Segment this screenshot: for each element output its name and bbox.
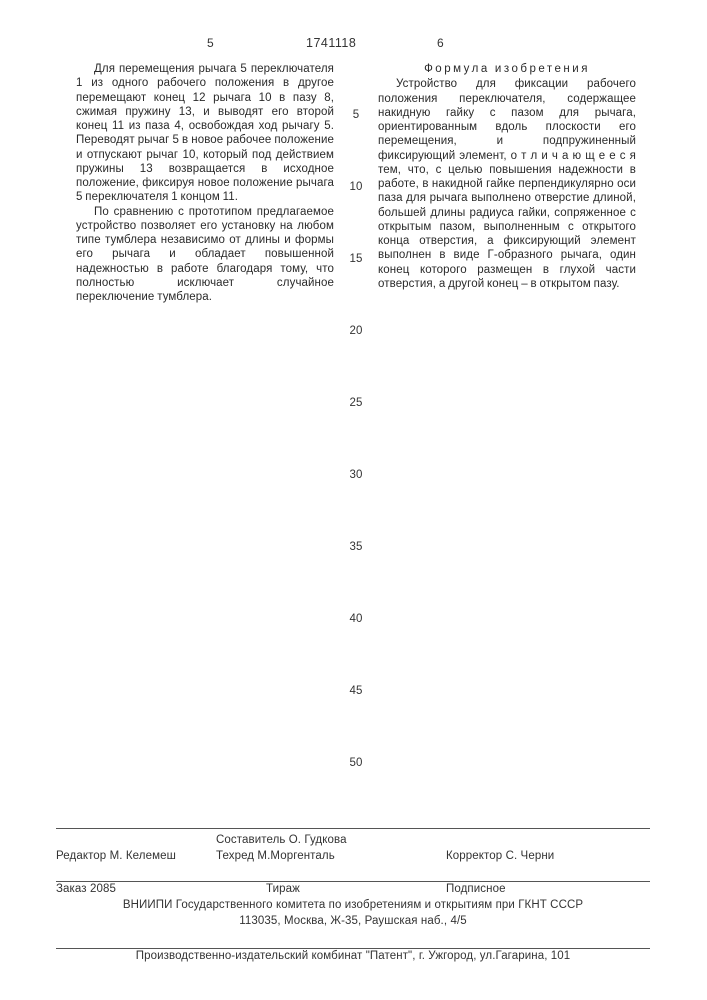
line-number: 25 bbox=[343, 398, 369, 410]
line-number: 10 bbox=[343, 182, 369, 194]
organization-address: 113035, Москва, Ж-35, Раушская наб., 4/5 bbox=[56, 914, 650, 929]
divider-3 bbox=[56, 948, 650, 949]
right-column: Формула изобретения Устройство для фикса… bbox=[378, 62, 636, 291]
line-number-gutter: 5 10 15 20 25 30 35 40 45 50 bbox=[343, 110, 369, 830]
line-number: 45 bbox=[343, 686, 369, 698]
credits-block-2: Заказ 2085 Тираж Подписное ВНИИПИ Госуда… bbox=[56, 882, 650, 929]
patent-number: 1741118 bbox=[306, 36, 356, 50]
corrector-label: Корректор С. Черни bbox=[446, 849, 646, 865]
editor-label: Редактор М. Келемеш bbox=[56, 849, 216, 865]
left-paragraph-1: Для перемещения рычага 5 переключателя 1… bbox=[76, 62, 334, 205]
subscription-label: Подписное bbox=[446, 882, 646, 897]
column-number-left: 5 bbox=[207, 36, 214, 50]
order-number: Заказ 2085 bbox=[56, 882, 266, 897]
line-number: 30 bbox=[343, 470, 369, 482]
printer-line: Производственно-издательский комбинат "П… bbox=[56, 950, 650, 962]
left-column: Для перемещения рычага 5 переключателя 1… bbox=[76, 62, 334, 304]
line-number: 40 bbox=[343, 614, 369, 626]
line-number: 5 bbox=[343, 110, 369, 122]
composer-label: Составитель О. Гудкова bbox=[216, 833, 446, 849]
credits-block-1: Составитель О. Гудкова Редактор М. Келем… bbox=[56, 833, 650, 864]
editor-label bbox=[56, 833, 216, 849]
print-run-label: Тираж bbox=[266, 882, 446, 897]
techred-label: Техред М.Моргенталь bbox=[216, 849, 446, 865]
line-number: 35 bbox=[343, 542, 369, 554]
organization-line-1: ВНИИПИ Государственного комитета по изоб… bbox=[56, 898, 650, 913]
blank bbox=[446, 833, 646, 849]
left-paragraph-2: По сравнению с прототипом предлагаемое у… bbox=[76, 205, 334, 305]
column-number-right: 6 bbox=[437, 36, 444, 50]
right-paragraph-1: Устройство для фиксации рабочего положен… bbox=[378, 77, 636, 291]
page-root: 5 1741118 6 Для перемещения рычага 5 пер… bbox=[0, 0, 707, 1000]
line-number: 20 bbox=[343, 326, 369, 338]
line-number: 15 bbox=[343, 254, 369, 266]
line-number: 50 bbox=[343, 758, 369, 770]
divider-1 bbox=[56, 828, 650, 829]
formula-title: Формула изобретения bbox=[378, 62, 636, 76]
